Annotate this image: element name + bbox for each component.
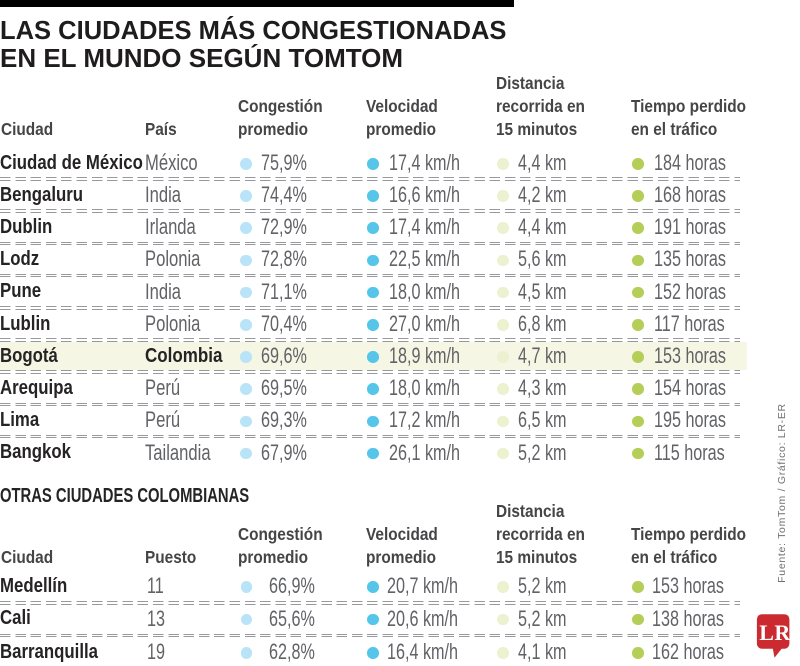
svg-text:LR: LR: [759, 620, 791, 645]
